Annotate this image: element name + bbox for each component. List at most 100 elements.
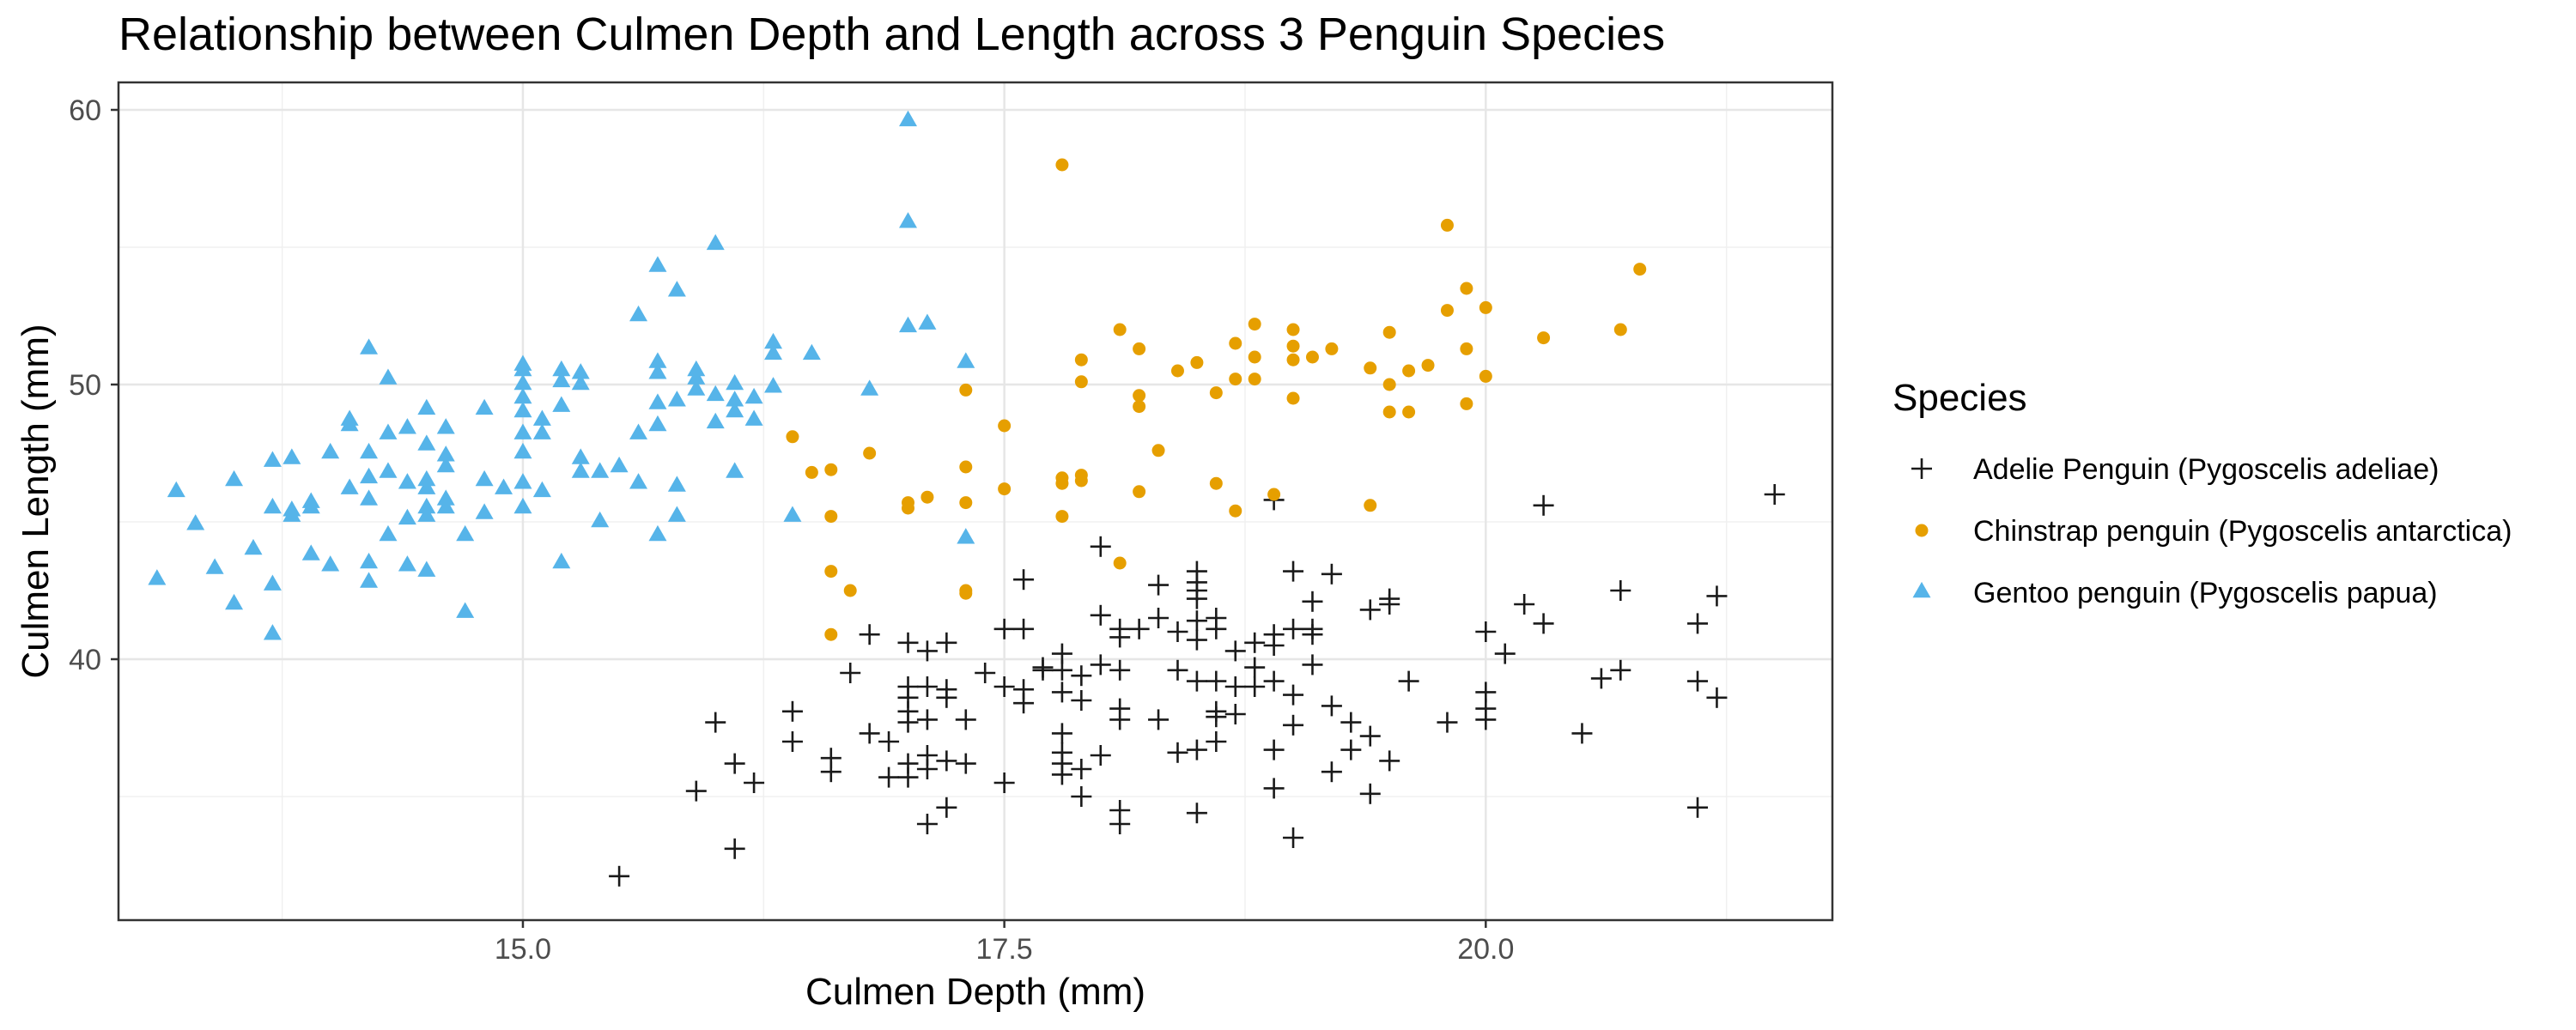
data-point (379, 524, 398, 542)
data-point (360, 572, 379, 588)
data-point (340, 478, 359, 494)
data-point (1571, 723, 1593, 744)
data-point (726, 373, 744, 391)
data-point (167, 481, 185, 498)
data-point (1206, 608, 1227, 628)
y-axis-title: Culmen Length (mm) (15, 324, 57, 678)
data-point (456, 524, 475, 542)
legend-item: Adelie Penguin (Pygoscelis adeliae) (1911, 453, 2439, 486)
data-point (1402, 364, 1416, 378)
data-point (726, 462, 744, 478)
data-point (1244, 632, 1266, 653)
data-point (1013, 618, 1035, 639)
y-tick-label: 60 (69, 94, 101, 127)
data-point (1440, 218, 1454, 232)
data-point (244, 538, 263, 555)
data-point (263, 574, 282, 591)
series-1 (609, 484, 1785, 887)
data-point (916, 745, 938, 766)
data-point (1421, 359, 1435, 373)
data-point (1321, 761, 1342, 783)
x-tick-label: 20.0 (1457, 933, 1514, 966)
data-point (726, 401, 744, 418)
data-point (1286, 339, 1300, 353)
data-point (1359, 783, 1381, 804)
data-point (916, 640, 938, 662)
data-point (1364, 361, 1377, 375)
data-point (1244, 657, 1266, 678)
data-point (1167, 742, 1188, 763)
data-point (1113, 556, 1127, 570)
data-point (667, 281, 686, 297)
data-point (398, 418, 416, 434)
data-point (959, 383, 973, 397)
data-point (1071, 690, 1092, 711)
data-point (475, 398, 494, 415)
data-point (648, 415, 667, 432)
data-point (1186, 739, 1207, 760)
data-point (513, 401, 532, 418)
data-point (783, 506, 802, 522)
data-point (532, 423, 551, 439)
data-point (1209, 386, 1223, 400)
data-point (1051, 742, 1072, 763)
data-point (571, 462, 590, 478)
data-point (1687, 670, 1709, 692)
data-point (1283, 827, 1304, 848)
x-tick-label: 15.0 (495, 933, 551, 966)
data-point (820, 748, 841, 769)
data-point (1460, 282, 1473, 295)
data-point (1074, 375, 1088, 389)
data-point (495, 478, 513, 494)
data-point (205, 558, 224, 574)
data-point (724, 838, 745, 859)
data-point (916, 709, 938, 730)
axis-ticks: 15.0 17.5 20.0 40 50 60 (69, 94, 1514, 966)
data-point (263, 497, 282, 514)
data-point (1071, 759, 1092, 779)
data-point (417, 506, 436, 522)
data-point (1186, 610, 1207, 632)
data-point (781, 731, 803, 752)
data-point (764, 377, 783, 393)
data-point (899, 110, 918, 127)
data-point (687, 360, 706, 377)
data-point (1244, 676, 1266, 697)
data-point (1074, 469, 1088, 482)
data-point (532, 481, 551, 498)
data-point (379, 462, 398, 478)
data-point (1302, 618, 1323, 639)
data-point (1687, 797, 1709, 818)
chart-title: Relationship between Culmen Depth and Le… (118, 9, 1665, 60)
data-point (687, 368, 706, 385)
data-point (1051, 682, 1072, 703)
data-point (513, 423, 532, 439)
data-point (1071, 665, 1092, 687)
series-2 (786, 158, 1647, 641)
data-point (998, 419, 1012, 433)
data-point (475, 503, 494, 519)
data-point (1494, 643, 1516, 664)
data-point (959, 584, 973, 597)
data-point (918, 313, 937, 330)
data-point (1055, 510, 1069, 524)
data-point (824, 565, 838, 579)
data-point (1206, 700, 1227, 722)
data-point (513, 387, 532, 404)
data-point (706, 385, 725, 402)
x-axis-title: Culmen Depth (mm) (805, 971, 1145, 1013)
data-point (609, 865, 630, 887)
data-point (824, 463, 838, 476)
data-point (863, 446, 877, 460)
data-point (1263, 739, 1285, 760)
data-point (959, 460, 973, 474)
data-point (824, 510, 838, 524)
data-point (1090, 604, 1111, 626)
data-point (920, 490, 934, 504)
data-point (1032, 657, 1054, 678)
data-point (998, 482, 1012, 496)
data-point (321, 555, 340, 572)
data-point (667, 506, 686, 522)
data-point (764, 332, 783, 349)
data-point (975, 663, 996, 683)
